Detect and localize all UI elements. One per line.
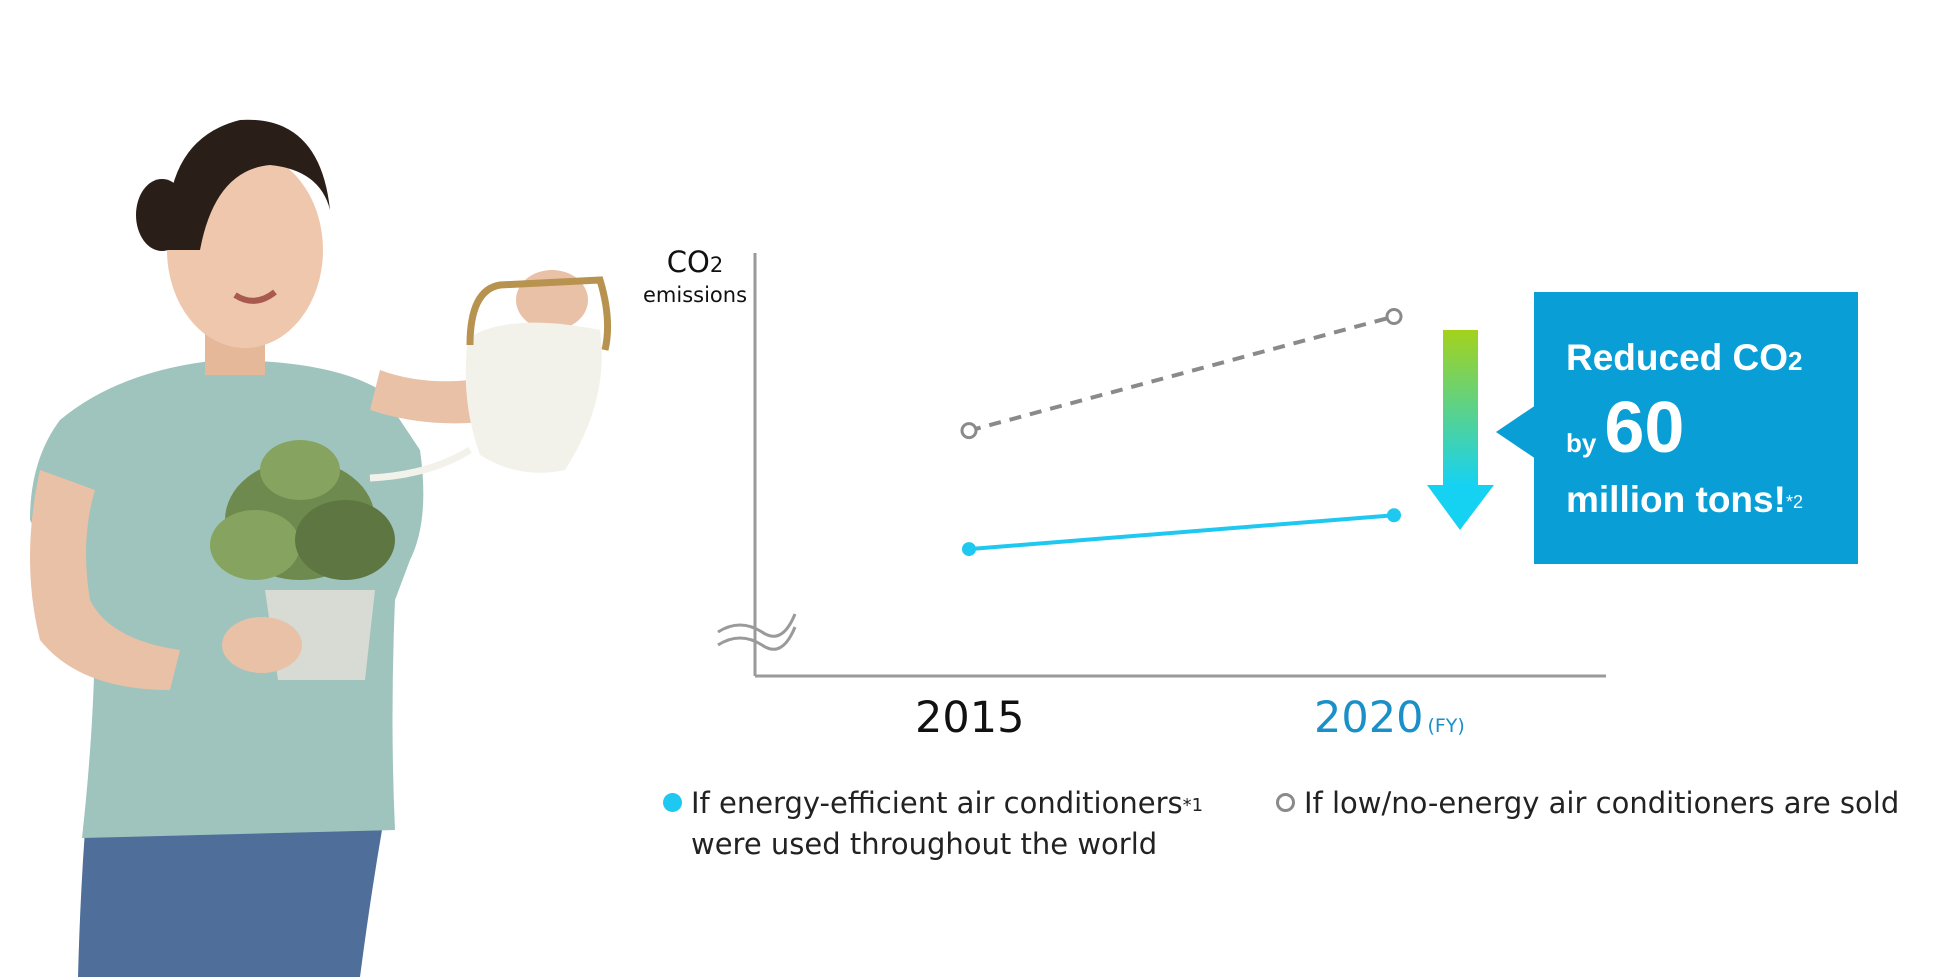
efficient-point-2020 [1387, 508, 1401, 523]
callout-number: 60 [1604, 388, 1685, 468]
low-energy-point-2020 [1385, 307, 1403, 325]
co2-text: CO [666, 245, 710, 279]
low-energy-series-line [968, 314, 1395, 433]
emissions-text: emissions [642, 283, 748, 307]
year-2020-text: 2020 [1314, 693, 1424, 743]
legend-item-low-energy: If low/no-energy air conditioners are so… [1276, 783, 1899, 824]
axis-break-icon [717, 613, 797, 651]
callout-unit-text: million tons! [1566, 479, 1786, 520]
legend-efficient-line1: If energy-efficient air conditioners [691, 786, 1183, 820]
reduction-arrow-icon [1427, 330, 1494, 530]
callout-co2-subscript: 2 [1788, 346, 1803, 376]
footnote-1: *1 [1182, 795, 1204, 816]
callout-reduced-text: Reduced CO [1566, 337, 1789, 378]
callout-by-text: by [1566, 428, 1597, 458]
footnote-2: *2 [1785, 492, 1803, 512]
y-axis-label: CO2 emissions [640, 245, 750, 308]
fiscal-year-unit: (FY) [1427, 715, 1465, 737]
low-energy-point-2015 [960, 422, 978, 440]
tick-label-2020: 2020 (FY) [1314, 693, 1465, 751]
legend-item-efficient: If energy-efficient air conditioners*1 w… [663, 783, 1203, 865]
legend-low-energy-text: If low/no-energy air conditioners are so… [1304, 786, 1900, 820]
efficient-series-line [968, 513, 1395, 552]
co2-subscript: 2 [709, 253, 724, 277]
efficient-point-2015 [962, 542, 976, 557]
reduction-callout: Reduced CO2 by 60 million tons!*2 [1534, 292, 1858, 564]
callout-pointer [1496, 405, 1536, 459]
woman-watering-plant-photo [30, 119, 612, 977]
filled-circle-icon [663, 793, 682, 812]
hollow-circle-icon [1276, 793, 1295, 812]
legend-efficient-line2: were used throughout the world [691, 827, 1158, 861]
tick-label-2015: 2015 [915, 693, 1025, 743]
